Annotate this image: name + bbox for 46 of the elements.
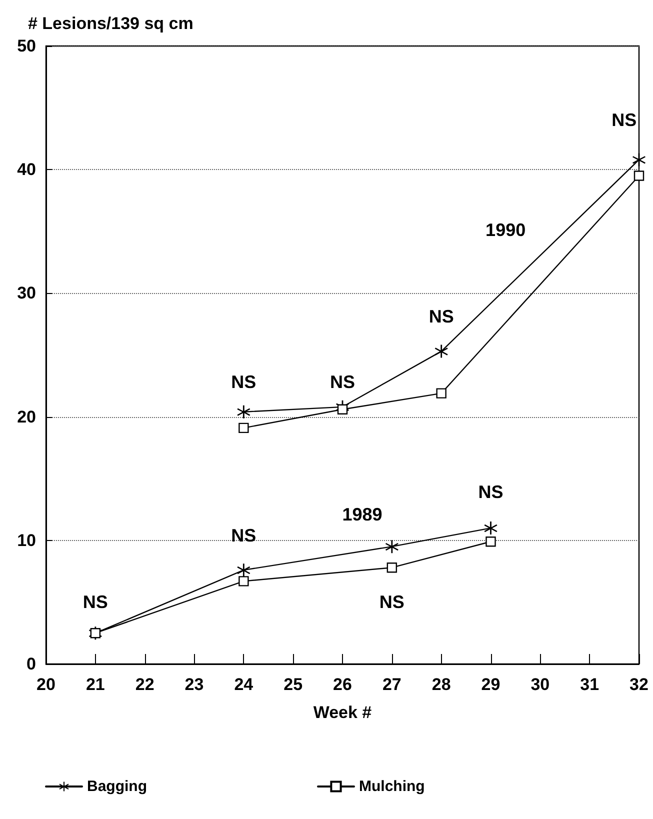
annotation: NS (231, 525, 256, 546)
point (634, 170, 644, 181)
point (337, 404, 348, 414)
y-tick-label: 10 (17, 530, 36, 550)
point (237, 564, 250, 577)
y-tick-label: 20 (17, 407, 36, 426)
y-tick-label: 0 (26, 654, 36, 674)
point (436, 388, 446, 398)
y-tick-label: 30 (17, 284, 36, 303)
x-tick-label: 22 (135, 675, 154, 694)
annotation: NS (478, 482, 504, 502)
x-tick-label: 21 (86, 675, 105, 694)
point (385, 540, 398, 554)
x-tick-label: 28 (432, 675, 451, 694)
annotation: NS (231, 372, 256, 392)
x-tick-label: 23 (184, 675, 204, 694)
x-tick-label: 29 (481, 675, 500, 694)
point (386, 562, 398, 573)
x-tick-label: 26 (333, 675, 352, 694)
legend-label: Bagging (87, 778, 147, 795)
point (632, 153, 646, 166)
point (434, 344, 448, 358)
point (238, 422, 249, 434)
x-tick-label: 30 (530, 675, 550, 694)
annotation: NS (330, 372, 356, 392)
x-tick-label: 24 (234, 675, 254, 694)
point (238, 576, 249, 586)
x-tick-label: 27 (382, 675, 402, 694)
annotation: NS (379, 592, 404, 612)
x-tick-label: 31 (580, 675, 600, 694)
annotation: NS (82, 592, 108, 612)
y-tick-label: 40 (17, 160, 36, 180)
point (237, 405, 250, 418)
x-tick-label: 20 (36, 675, 56, 694)
annotation: NS (428, 306, 454, 327)
y-axis-title: # Lesions/139 sq cm (28, 14, 194, 33)
point (486, 536, 496, 547)
annotation: 1989 (342, 504, 382, 524)
x-axis-title: Week # (313, 703, 372, 722)
x-tick-label: 25 (284, 675, 303, 694)
legend-label: Mulching (358, 778, 425, 795)
annotation: NS (612, 110, 637, 130)
annotation: 1990 (486, 220, 526, 240)
point (484, 522, 498, 535)
y-tick-label: 50 (17, 36, 36, 56)
x-tick-label: 32 (630, 675, 648, 694)
